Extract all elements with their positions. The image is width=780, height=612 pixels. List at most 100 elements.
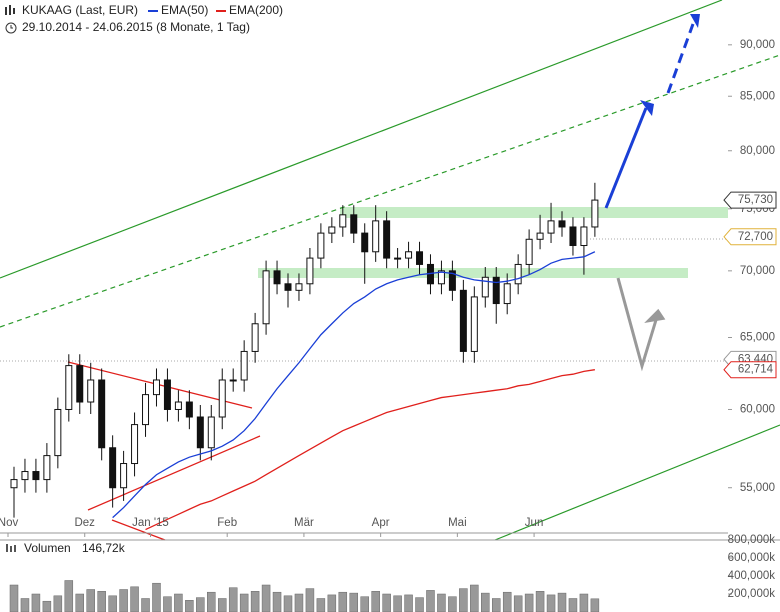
candle-body	[547, 220, 555, 234]
candle-body	[21, 471, 29, 481]
y-tick-label: 60,000	[740, 404, 775, 416]
candle-body	[383, 220, 391, 259]
candle-body	[569, 226, 577, 247]
channel-line	[494, 424, 780, 541]
candle-body	[142, 394, 150, 426]
price-tag	[723, 228, 777, 246]
arrow-head	[690, 14, 700, 28]
candle-body	[131, 424, 139, 465]
candle-body	[361, 232, 369, 253]
y-tick-label: 55,000	[740, 482, 775, 494]
header: KUKAAG (Last, EUR) EMA(50) EMA(200) 29.1…	[5, 3, 283, 34]
volume-bar	[97, 591, 106, 612]
volume-bar	[174, 593, 183, 612]
volume-bar	[426, 590, 435, 612]
candle-body	[405, 251, 413, 259]
x-tick-label: Mär	[294, 517, 314, 529]
volume-bar	[568, 598, 578, 612]
volume-bar	[20, 598, 30, 612]
x-tick-label: Mai	[448, 517, 467, 529]
volume-bar	[130, 586, 139, 612]
volume-bar	[360, 596, 369, 612]
volume-bar	[228, 587, 238, 612]
volume-tick-label: 800,000k	[728, 534, 776, 546]
volume-bar	[459, 588, 468, 612]
candle-body	[306, 257, 314, 285]
volume-bar	[108, 595, 117, 612]
candle-body	[416, 251, 424, 265]
volume-bar	[119, 589, 128, 612]
candle-body	[394, 257, 402, 260]
volume-bar	[283, 595, 293, 612]
candle-body	[32, 471, 40, 481]
candle-body	[295, 283, 303, 291]
channel-mid-line	[0, 54, 780, 328]
candle-body	[120, 463, 128, 489]
candle-body	[591, 199, 599, 228]
chart-subtitle: 29.10.2014 - 24.06.2015 (8 Monate, 1 Tag…	[22, 20, 250, 34]
candle-body	[262, 270, 270, 325]
volume-bar	[579, 593, 589, 612]
volume-bar	[316, 598, 326, 612]
candle-body	[580, 226, 588, 247]
volume-bar	[404, 594, 413, 612]
volume-bar	[513, 595, 523, 612]
volume-tick-label: 600,000k	[728, 552, 776, 564]
x-tick-label: Nov	[0, 517, 18, 529]
channel-line	[0, 0, 723, 279]
price-tag	[723, 191, 777, 209]
price-tag	[723, 361, 777, 379]
support-zone	[258, 268, 688, 278]
y-tick-label: 65,000	[740, 332, 775, 344]
volume-last: 146,72k	[82, 541, 126, 555]
x-tick-label: Feb	[217, 517, 237, 529]
y-tick-label: 85,000	[740, 90, 775, 102]
legend-entry: EMA(50)	[161, 3, 208, 17]
volume-bar	[141, 598, 150, 612]
arrow	[604, 107, 648, 209]
candle-body	[448, 270, 456, 291]
volume-bar	[261, 584, 271, 612]
chart-title: KUKAAG (Last, EUR)	[22, 3, 138, 17]
candle-body	[65, 365, 73, 410]
volume-bar	[481, 592, 490, 612]
volume-bar	[502, 591, 512, 612]
volume-icon	[10, 546, 12, 552]
candle-body	[470, 296, 478, 352]
volume-bar	[163, 596, 172, 612]
price-tag-label: 62,714	[738, 364, 774, 376]
volume-bar	[42, 600, 52, 612]
volume-icon	[6, 544, 8, 552]
x-tick-label: Apr	[372, 517, 390, 529]
candle-body	[273, 270, 281, 285]
candle-body	[536, 232, 544, 240]
volume-title: Volumen	[24, 541, 71, 555]
volume-bar	[53, 595, 63, 612]
candle-body	[229, 379, 237, 382]
volume-bar	[86, 589, 95, 612]
legend-entry: EMA(200)	[229, 3, 283, 17]
volume-bar	[196, 597, 205, 612]
arrow-head	[640, 100, 654, 116]
volume-bar	[207, 591, 216, 612]
volume-bar	[152, 582, 161, 612]
volume-bar	[239, 593, 249, 612]
candle-body	[87, 379, 95, 403]
candle-body	[437, 270, 445, 285]
candle-body	[152, 379, 160, 396]
volume-bar	[470, 584, 479, 612]
volume-bar	[294, 593, 304, 612]
volume-bar	[31, 593, 41, 612]
candle-body	[109, 447, 117, 489]
candle-body	[503, 283, 511, 305]
candle-body	[514, 263, 522, 285]
candle-body	[218, 379, 226, 418]
volume-bar	[217, 598, 227, 612]
volume-bar	[590, 598, 600, 612]
candle-body	[339, 214, 347, 228]
volume-bar	[75, 593, 85, 612]
volume-bar	[338, 591, 348, 612]
volume-bar	[524, 593, 534, 612]
ema-line	[112, 251, 596, 519]
